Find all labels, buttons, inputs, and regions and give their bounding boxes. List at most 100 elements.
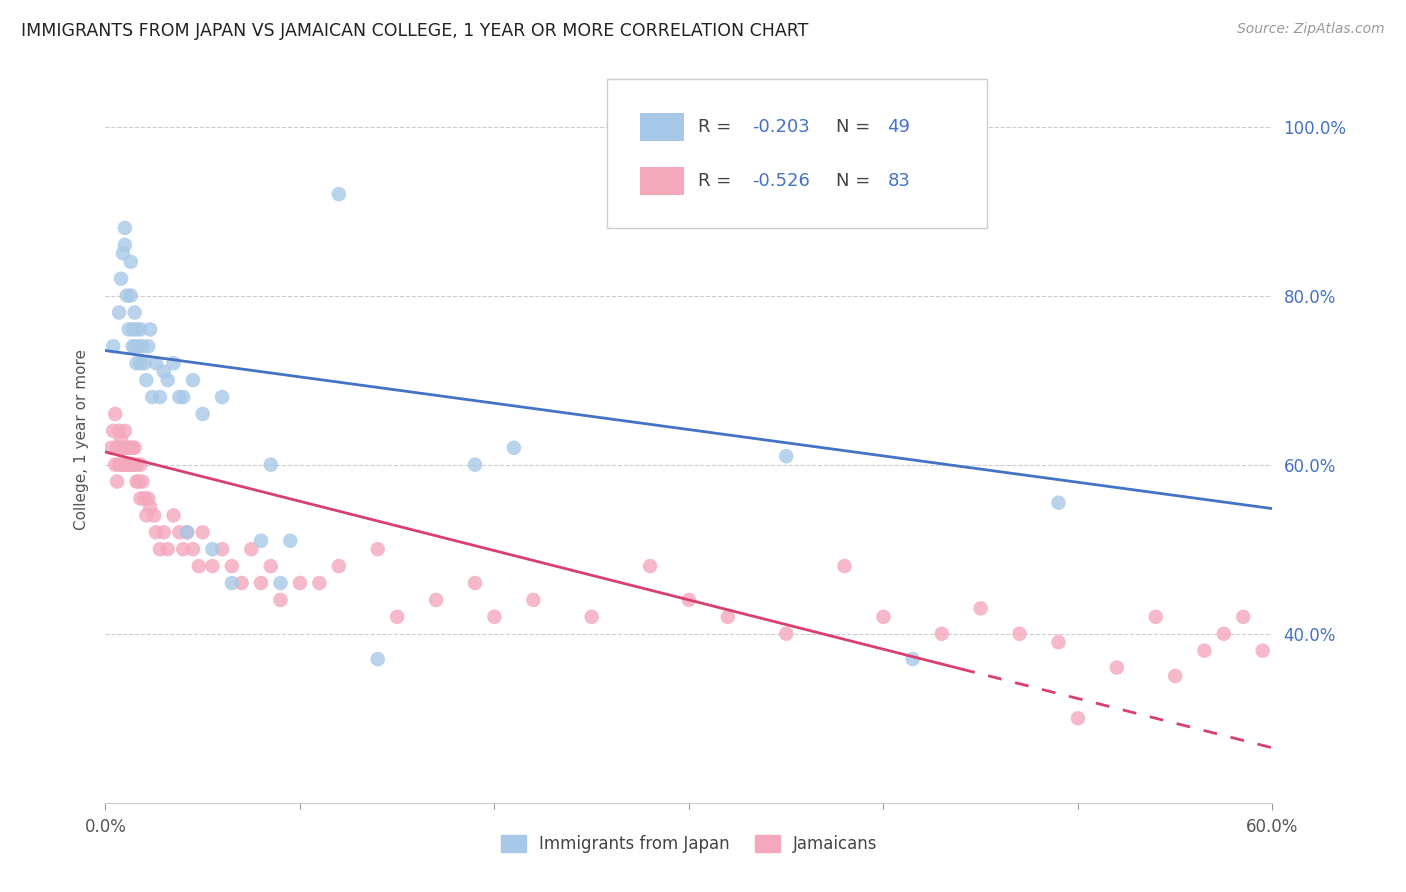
Jamaicans	[1047, 635, 1070, 649]
Jamaicans	[114, 424, 136, 438]
Jamaicans	[1194, 643, 1216, 657]
Jamaicans	[120, 458, 142, 472]
Jamaicans	[385, 610, 409, 624]
Jamaicans	[484, 610, 506, 624]
Text: R =: R =	[699, 172, 737, 190]
Text: -0.203: -0.203	[752, 118, 810, 136]
Immigrants from Japan	[169, 390, 191, 404]
Jamaicans	[134, 491, 156, 506]
Immigrants from Japan	[172, 390, 194, 404]
Jamaicans	[464, 576, 486, 591]
Jamaicans	[1232, 610, 1254, 624]
Text: N =: N =	[837, 172, 876, 190]
Jamaicans	[125, 475, 148, 489]
Jamaicans	[129, 491, 152, 506]
FancyBboxPatch shape	[640, 168, 685, 195]
Jamaicans	[105, 441, 128, 455]
Immigrants from Japan	[129, 322, 152, 336]
Immigrants from Japan	[103, 339, 125, 353]
FancyBboxPatch shape	[640, 113, 685, 141]
Jamaicans	[231, 576, 253, 591]
Immigrants from Japan	[901, 652, 924, 666]
Jamaicans	[260, 559, 283, 574]
Legend: Immigrants from Japan, Jamaicans: Immigrants from Japan, Jamaicans	[494, 829, 884, 860]
Immigrants from Japan	[191, 407, 214, 421]
Jamaicans	[1105, 660, 1128, 674]
Immigrants from Japan	[464, 458, 486, 472]
Jamaicans	[250, 576, 273, 591]
Jamaicans	[834, 559, 856, 574]
Jamaicans	[105, 475, 128, 489]
Jamaicans	[129, 458, 152, 472]
Jamaicans	[1144, 610, 1167, 624]
Text: -0.526: -0.526	[752, 172, 810, 190]
Jamaicans	[201, 559, 224, 574]
Jamaicans	[115, 441, 138, 455]
Immigrants from Japan	[328, 187, 350, 202]
Jamaicans	[104, 407, 127, 421]
Jamaicans	[124, 441, 146, 455]
Y-axis label: College, 1 year or more: College, 1 year or more	[75, 349, 90, 530]
Jamaicans	[522, 593, 544, 607]
Immigrants from Japan	[136, 339, 159, 353]
Immigrants from Japan	[114, 238, 136, 252]
Jamaicans	[181, 542, 204, 557]
Jamaicans	[211, 542, 233, 557]
Jamaicans	[172, 542, 194, 557]
Immigrants from Japan	[221, 576, 243, 591]
Immigrants from Japan	[115, 288, 138, 302]
Jamaicans	[176, 525, 198, 540]
Immigrants from Japan	[121, 322, 143, 336]
Immigrants from Japan	[120, 288, 142, 302]
Immigrants from Japan	[141, 390, 163, 404]
Jamaicans	[108, 458, 131, 472]
Immigrants from Japan	[201, 542, 224, 557]
Jamaicans	[775, 626, 797, 640]
Jamaicans	[1008, 626, 1031, 640]
Immigrants from Japan	[149, 390, 172, 404]
Immigrants from Japan	[125, 322, 148, 336]
Jamaicans	[139, 500, 162, 514]
Jamaicans	[1164, 669, 1187, 683]
Jamaicans	[136, 491, 159, 506]
Jamaicans	[121, 441, 143, 455]
Immigrants from Japan	[135, 373, 157, 387]
Immigrants from Japan	[503, 441, 526, 455]
Text: Source: ZipAtlas.com: Source: ZipAtlas.com	[1237, 22, 1385, 37]
Jamaicans	[169, 525, 191, 540]
Jamaicans	[425, 593, 447, 607]
Immigrants from Japan	[211, 390, 233, 404]
Text: 49: 49	[887, 118, 910, 136]
Immigrants from Japan	[121, 339, 143, 353]
Jamaicans	[1067, 711, 1090, 725]
Immigrants from Japan	[367, 652, 389, 666]
Immigrants from Japan	[270, 576, 292, 591]
Jamaicans	[191, 525, 214, 540]
Jamaicans	[581, 610, 603, 624]
Jamaicans	[143, 508, 166, 523]
Immigrants from Japan	[125, 356, 148, 370]
Immigrants from Japan	[114, 221, 136, 235]
Jamaicans	[1212, 626, 1234, 640]
Immigrants from Japan	[134, 356, 156, 370]
Jamaicans	[1251, 643, 1274, 657]
Immigrants from Japan	[162, 356, 184, 370]
Jamaicans	[125, 458, 148, 472]
Immigrants from Japan	[124, 339, 146, 353]
Jamaicans	[288, 576, 311, 591]
Jamaicans	[221, 559, 243, 574]
Immigrants from Japan	[129, 356, 152, 370]
Jamaicans	[872, 610, 894, 624]
Jamaicans	[124, 458, 146, 472]
Jamaicans	[156, 542, 179, 557]
Jamaicans	[328, 559, 350, 574]
Immigrants from Japan	[108, 305, 131, 319]
Immigrants from Japan	[118, 322, 141, 336]
Jamaicans	[131, 475, 153, 489]
Immigrants from Japan	[110, 271, 132, 285]
Immigrants from Japan	[145, 356, 167, 370]
Jamaicans	[111, 441, 134, 455]
Jamaicans	[135, 508, 157, 523]
Jamaicans	[100, 441, 122, 455]
Jamaicans	[970, 601, 993, 615]
